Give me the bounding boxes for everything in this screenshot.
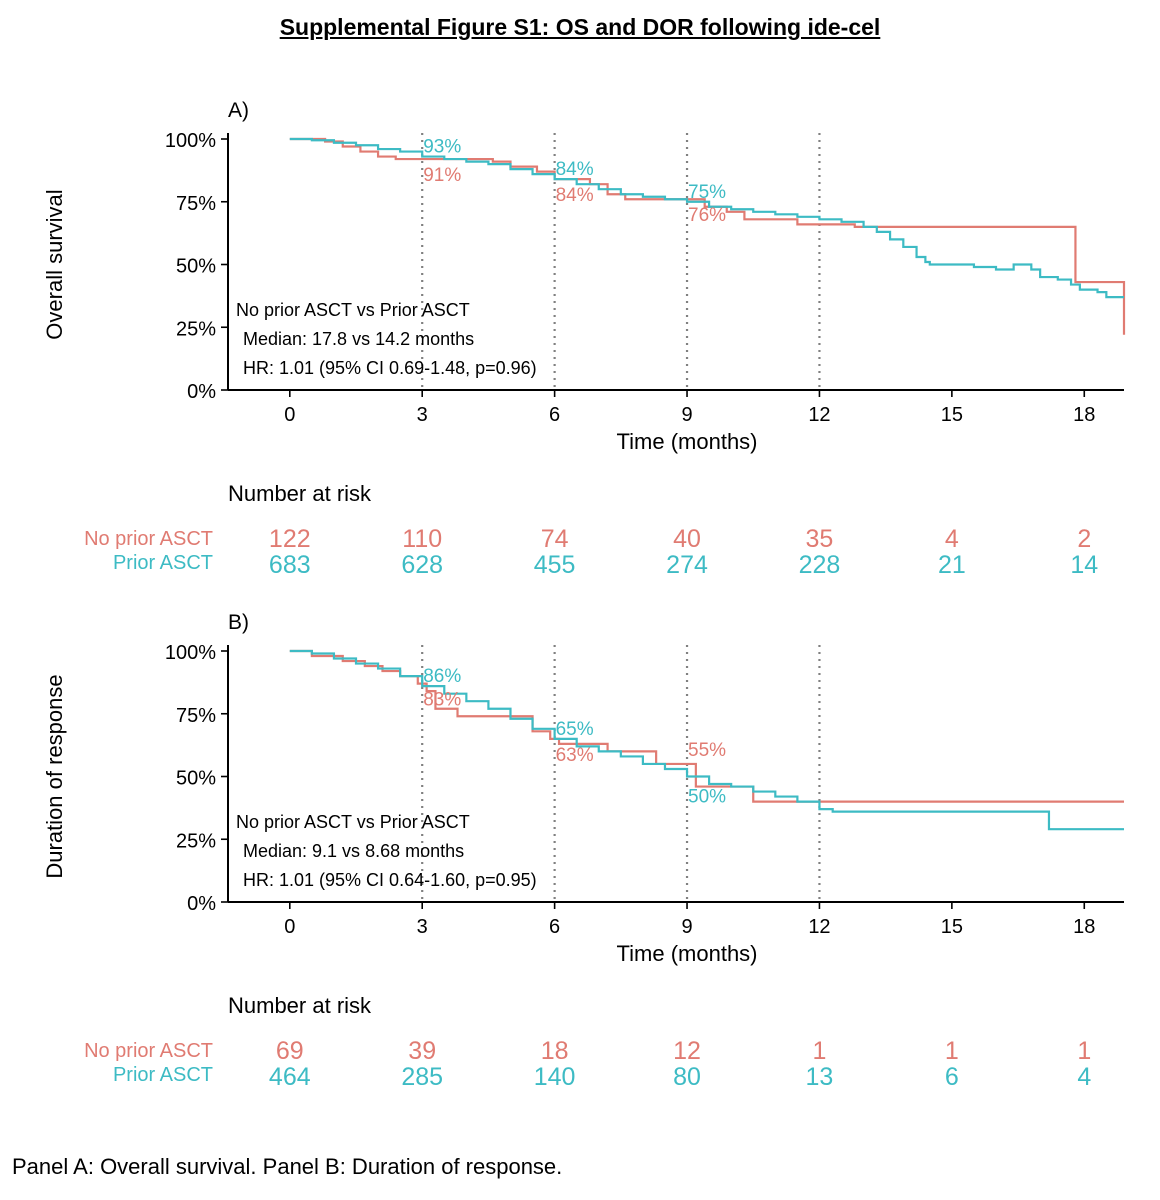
stats-text: HR: 1.01 (95% CI 0.64-1.60, p=0.95) (243, 870, 537, 890)
y-tick-label: 75% (176, 193, 216, 215)
x-tick-label: 12 (808, 404, 830, 426)
risk-value: 628 (401, 551, 443, 579)
series-line (289, 649, 1124, 831)
risk-value: 1 (1077, 1037, 1091, 1065)
series-line (289, 649, 1124, 803)
risk-value: 13 (806, 1063, 834, 1091)
stats-text: HR: 1.01 (95% CI 0.69-1.48, p=0.96) (243, 358, 537, 378)
risk-value: 4 (945, 525, 959, 553)
annotation-label: 93% (423, 137, 461, 158)
x-tick-label: 18 (1073, 404, 1095, 426)
risk-value: 2 (1077, 525, 1091, 553)
annotation-label: 86% (423, 666, 461, 687)
y-tick-label: 100% (165, 642, 216, 664)
risk-row-label: Prior ASCT (113, 552, 213, 574)
x-tick-label: 15 (941, 916, 963, 938)
annotation-label: 76% (688, 205, 726, 226)
x-tick-label: 9 (681, 404, 692, 426)
risk-row-label: No prior ASCT (84, 528, 213, 550)
x-tick-label: 6 (549, 916, 560, 938)
risk-value: 1 (812, 1037, 826, 1065)
y-tick-label: 0% (187, 893, 216, 915)
risk-value: 39 (408, 1037, 436, 1065)
stats-text: No prior ASCT vs Prior ASCT (236, 300, 470, 320)
x-tick-label: 3 (417, 404, 428, 426)
risk-table-title: Number at risk (228, 481, 372, 506)
risk-value: 69 (276, 1037, 304, 1065)
stats-text: Median: 17.8 vs 14.2 months (243, 329, 474, 349)
y-tick-label: 75% (176, 705, 216, 727)
annotation-label: 63% (556, 745, 594, 766)
risk-value: 80 (673, 1063, 701, 1091)
panel-a-chart: A) Overall survival 0% 25% 50% 75% 100% 0 3 6 9 12 1… (42, 99, 1126, 579)
risk-row-label: No prior ASCT (84, 1040, 213, 1062)
panel-b-chart: B) Duration of response 0% 25% 50% 75% 100% 0 3 6… (42, 611, 1124, 1091)
annotation-label: 91% (423, 165, 461, 186)
risk-value: 18 (541, 1037, 569, 1065)
figure-caption: Panel A: Overall survival. Panel B: Dura… (12, 1154, 563, 1179)
risk-value: 35 (806, 525, 834, 553)
series-line (289, 137, 1126, 335)
y-tick-label: 50% (176, 256, 216, 278)
annotation-label: 55% (688, 740, 726, 761)
y-tick-label: 0% (187, 381, 216, 403)
annotation-label: 84% (556, 159, 594, 180)
y-axis-label: Overall survival (42, 189, 67, 339)
risk-value: 110 (402, 525, 442, 553)
y-tick-label: 25% (176, 830, 216, 852)
series-line (289, 137, 1124, 299)
panel-label: B) (228, 611, 249, 634)
risk-value: 464 (269, 1063, 311, 1091)
annotation-label: 75% (688, 182, 726, 203)
x-tick-label: 12 (808, 916, 830, 938)
risk-value: 4 (1077, 1063, 1091, 1091)
risk-value: 21 (938, 551, 966, 579)
figure-title: Supplemental Figure S1: OS and DOR follo… (279, 14, 881, 40)
y-tick-label: 50% (176, 768, 216, 790)
risk-value: 6 (945, 1063, 959, 1091)
risk-value: 683 (269, 551, 311, 579)
x-axis-label: Time (months) (617, 941, 758, 966)
x-tick-label: 0 (284, 404, 295, 426)
x-tick-label: 6 (549, 404, 560, 426)
risk-value: 40 (673, 525, 701, 553)
risk-value: 285 (401, 1063, 443, 1091)
y-axis-label: Duration of response (42, 674, 67, 878)
x-tick-label: 0 (284, 916, 295, 938)
annotation-label: 65% (556, 719, 594, 740)
x-tick-label: 15 (941, 404, 963, 426)
risk-value: 274 (666, 551, 708, 579)
y-tick-label: 100% (165, 130, 216, 152)
y-tick-label: 25% (176, 318, 216, 340)
x-tick-label: 18 (1073, 916, 1095, 938)
risk-row-label: Prior ASCT (113, 1064, 213, 1086)
risk-value: 14 (1070, 551, 1098, 579)
stats-text: No prior ASCT vs Prior ASCT (236, 812, 470, 832)
risk-value: 74 (541, 525, 569, 553)
risk-value: 228 (799, 551, 841, 579)
stats-text: Median: 9.1 vs 8.68 months (243, 841, 464, 861)
panel-label: A) (228, 99, 249, 122)
annotation-label: 83% (423, 690, 461, 711)
risk-value: 12 (673, 1037, 701, 1065)
x-tick-label: 9 (681, 916, 692, 938)
risk-table-title: Number at risk (228, 993, 372, 1018)
x-tick-label: 3 (417, 916, 428, 938)
risk-value: 140 (534, 1063, 576, 1091)
risk-value: 122 (269, 525, 311, 553)
annotation-label: 50% (688, 787, 726, 808)
x-axis-label: Time (months) (617, 429, 758, 454)
risk-value: 455 (534, 551, 576, 579)
annotation-label: 84% (556, 185, 594, 206)
risk-value: 1 (945, 1037, 959, 1065)
